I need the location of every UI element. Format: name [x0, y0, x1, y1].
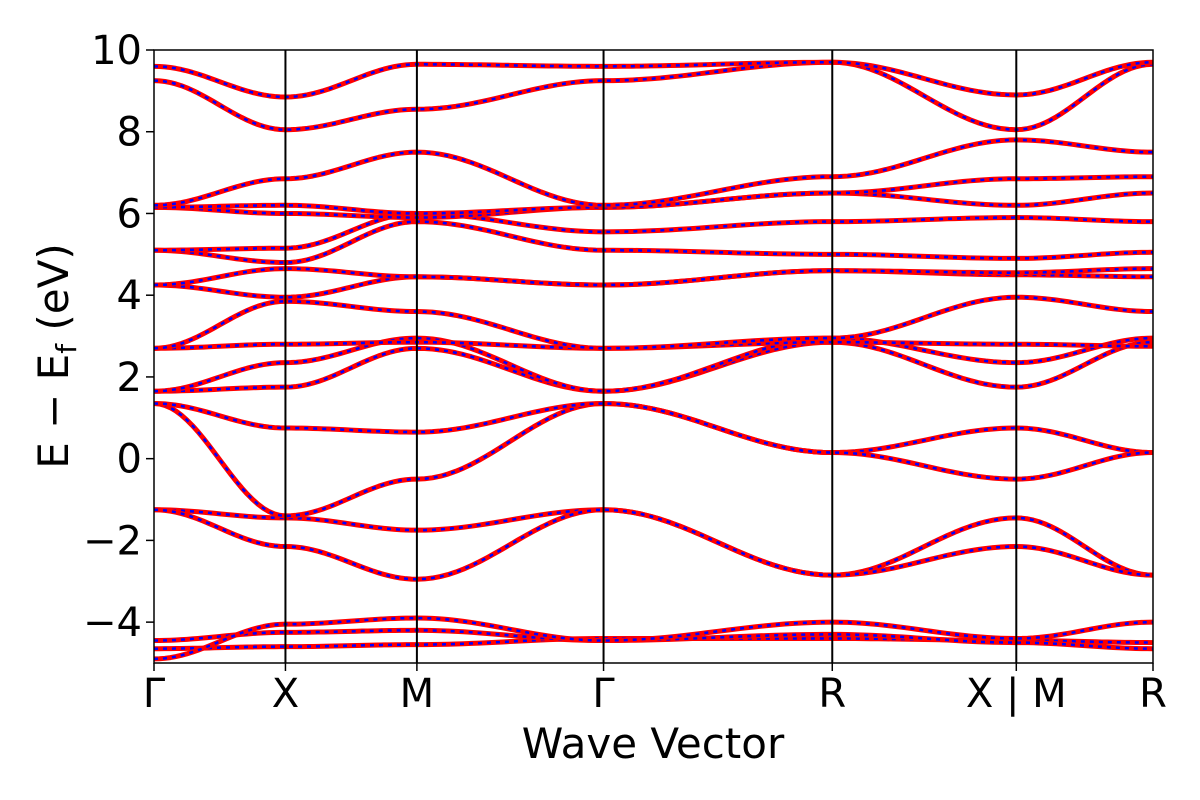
band-line-solid-13 — [154, 219, 1153, 266]
y-axis: −4 −2 0 2 4 6 8 10 — [83, 28, 154, 646]
y-tick-label: 8 — [117, 110, 142, 156]
x-tick-label: M — [400, 671, 435, 717]
x-tick-label: R — [818, 671, 846, 717]
y-tick-label: −4 — [83, 600, 142, 646]
band-line-dashed-2 — [154, 616, 1153, 661]
band-line-solid-16 — [154, 174, 1153, 216]
band-line-solid-10 — [154, 294, 1153, 351]
x-tick-label: X | M — [966, 671, 1067, 717]
band-line-dashed-10 — [154, 295, 1153, 350]
x-tick-label: X — [272, 671, 299, 717]
y-axis-title-subscript: f — [50, 343, 83, 354]
band-line-dashed-17 — [154, 138, 1153, 207]
bands-group — [154, 59, 1153, 662]
y-axis-title-main: E − E — [29, 354, 78, 469]
plot-frame — [153, 49, 1154, 664]
band-line-solid-17 — [154, 137, 1153, 208]
x-tick-label: Γ — [143, 671, 166, 717]
y-tick-label: 0 — [117, 437, 142, 483]
y-tick-label: 4 — [117, 273, 142, 319]
y-axis-title-unit: (eV) — [29, 243, 78, 344]
y-tick-label: 6 — [117, 191, 142, 237]
band-line-solid-6 — [154, 401, 1153, 482]
band-line-solid-5 — [154, 401, 1153, 519]
x-axis-title: Wave Vector — [522, 719, 785, 768]
high-symmetry-lines — [284, 50, 1018, 663]
y-tick-label: −2 — [83, 518, 142, 564]
y-axis-title: E − Ef (eV) — [29, 243, 83, 469]
x-tick-label: Γ — [592, 671, 615, 717]
y-tick-label: 10 — [91, 28, 142, 74]
x-tick-label: R — [1139, 671, 1167, 717]
x-axis: Γ X M Γ R X | M R — [143, 663, 1167, 717]
band-line-dashed-5 — [154, 402, 1153, 518]
band-line-dashed-6 — [154, 402, 1153, 481]
y-tick-label: 2 — [117, 355, 142, 401]
